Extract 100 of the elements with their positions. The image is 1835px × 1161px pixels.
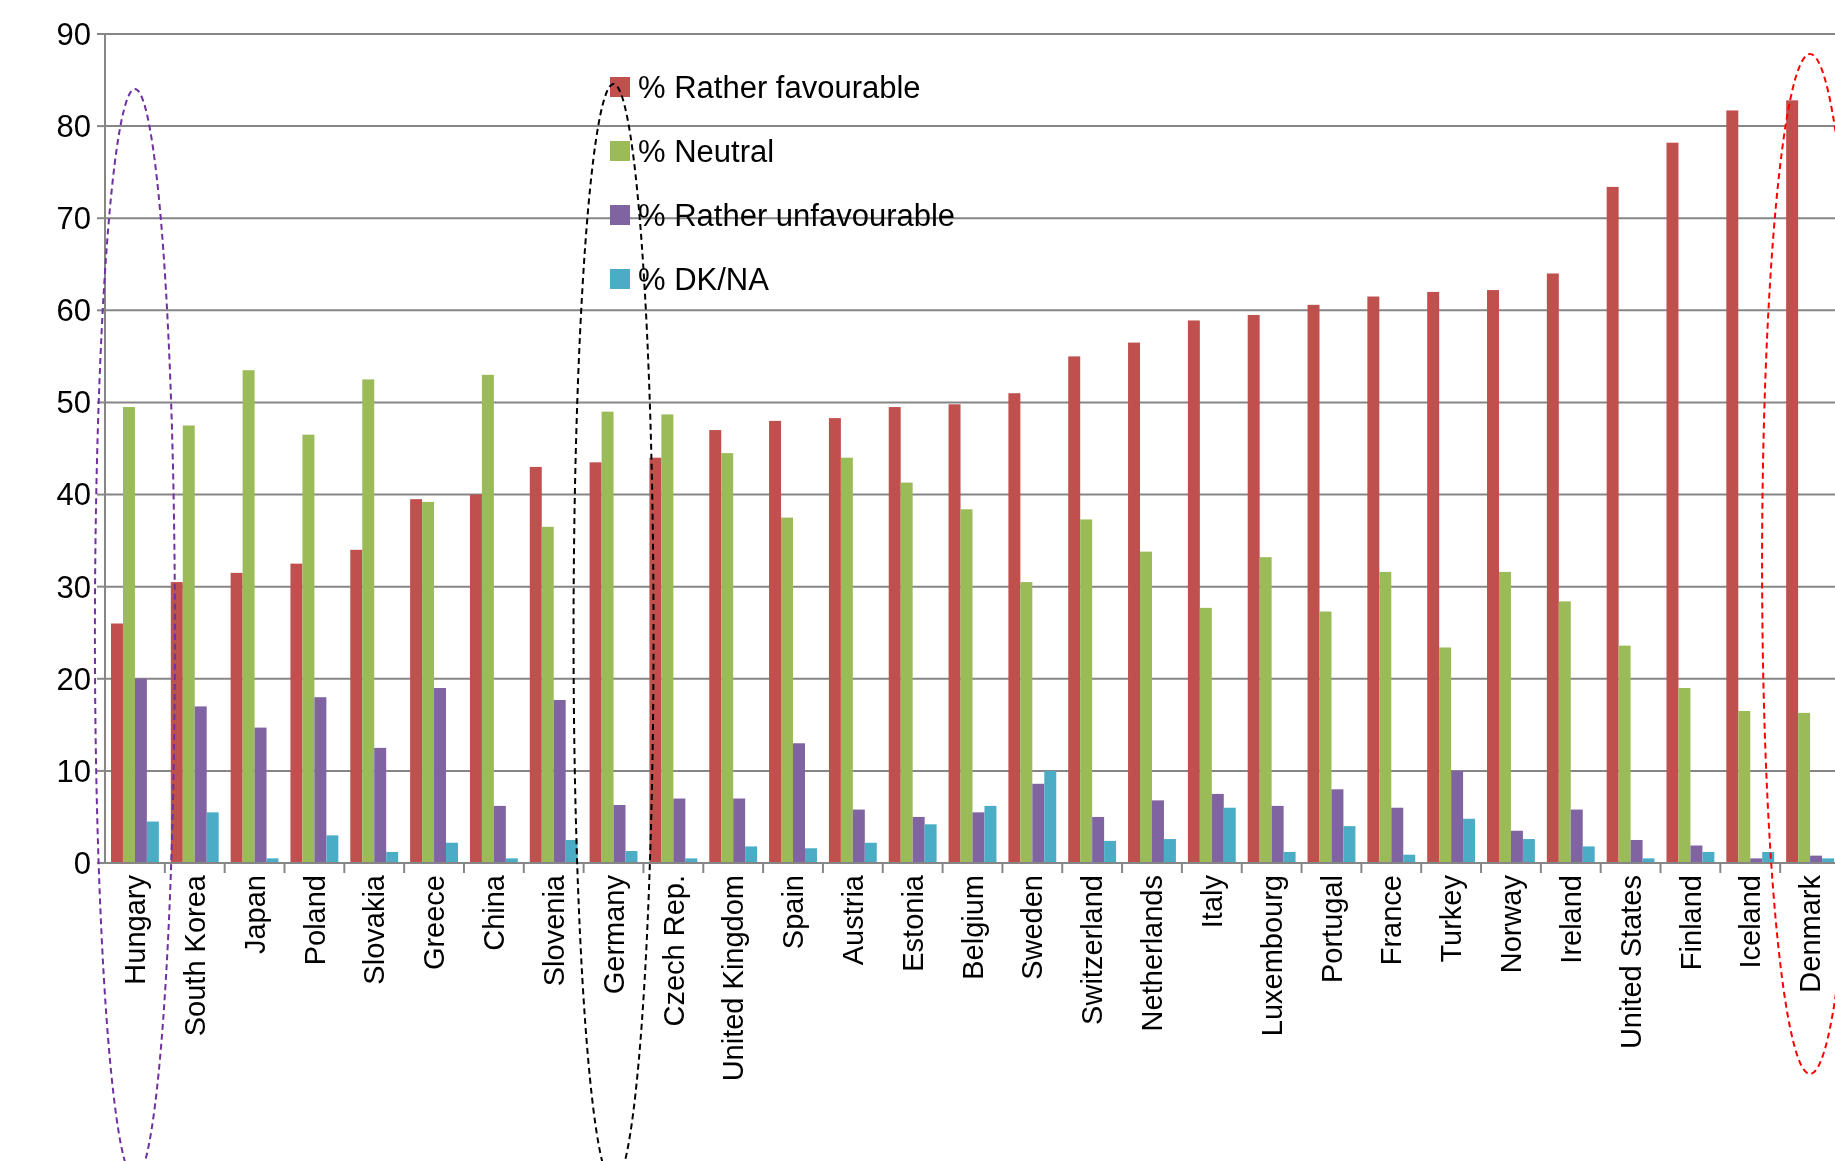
bar — [1798, 712, 1811, 863]
bar — [481, 374, 494, 863]
bar — [769, 420, 782, 863]
y-tick-label: 60 — [56, 293, 91, 329]
x-tick-label: China — [478, 874, 511, 951]
bar — [290, 563, 303, 863]
x-tick-label: Slovakia — [358, 874, 391, 985]
x-tick-label: United States — [1614, 875, 1647, 1050]
bar — [422, 501, 435, 863]
y-tick-label: 70 — [56, 201, 91, 237]
bar — [864, 842, 877, 863]
bar — [1582, 846, 1595, 863]
bar — [840, 457, 853, 863]
bar — [1510, 830, 1523, 863]
bar — [493, 805, 506, 863]
bar — [1690, 845, 1703, 863]
y-tick-label: 40 — [56, 477, 91, 513]
legend-label: % Rather favourable — [638, 69, 921, 105]
bar — [1498, 571, 1511, 863]
bar — [721, 453, 734, 863]
x-tick-label: Denmark — [1794, 874, 1827, 993]
bar — [1032, 783, 1045, 863]
bar — [469, 494, 482, 863]
bar — [350, 549, 363, 863]
bar — [182, 425, 195, 863]
bar — [1367, 296, 1380, 863]
x-tick-label: Estonia — [896, 874, 929, 972]
bar — [1211, 793, 1224, 863]
x-tick-label: Netherlands — [1136, 875, 1169, 1032]
y-tick-label: 0 — [73, 845, 91, 881]
bar — [912, 816, 925, 863]
x-tick-label: Greece — [418, 875, 451, 971]
bar — [206, 812, 219, 863]
bar — [1630, 839, 1643, 863]
legend-label: % Neutral — [638, 133, 775, 169]
bar — [972, 812, 985, 863]
bar — [1487, 290, 1499, 863]
bar — [601, 411, 614, 863]
bar — [793, 743, 805, 863]
bar — [1427, 291, 1440, 863]
bar — [314, 697, 327, 863]
bar — [960, 509, 973, 863]
x-tick-label: Portugal — [1315, 875, 1348, 984]
bar — [589, 462, 602, 863]
bar — [434, 687, 447, 863]
y-tick-label: 90 — [56, 16, 91, 52]
bar — [410, 499, 423, 863]
bar — [661, 414, 674, 863]
bar — [888, 407, 901, 863]
bar — [1570, 809, 1583, 863]
bar — [1223, 807, 1236, 863]
bar — [1379, 571, 1392, 863]
bar — [254, 727, 267, 863]
bar — [613, 804, 626, 863]
bar — [1606, 186, 1619, 863]
bar — [1331, 789, 1344, 863]
bar — [529, 466, 542, 863]
bar — [1678, 687, 1691, 863]
legend-label: % DK/NA — [638, 261, 770, 297]
bar — [1439, 647, 1452, 863]
bar — [302, 434, 315, 863]
y-tick-label: 50 — [56, 385, 91, 421]
bar — [1319, 611, 1332, 863]
bar — [242, 370, 255, 863]
bar — [781, 517, 794, 863]
bar — [553, 699, 566, 863]
bar — [1726, 110, 1739, 863]
bar — [1151, 800, 1164, 863]
bar — [1068, 356, 1081, 863]
bar — [230, 572, 243, 863]
legend-label: % Rather unfavourable — [638, 197, 956, 233]
bar — [110, 623, 123, 863]
bar — [804, 848, 817, 863]
bar — [1546, 273, 1559, 863]
bar — [326, 835, 339, 863]
bar — [1391, 807, 1404, 863]
bar — [745, 846, 758, 863]
bar — [1092, 816, 1105, 863]
bar — [984, 805, 997, 863]
x-tick-label: Luxembourg — [1255, 875, 1288, 1037]
bar — [1463, 818, 1476, 863]
bar — [362, 379, 375, 863]
y-tick-label: 10 — [56, 753, 91, 789]
bar — [1259, 557, 1272, 863]
bar — [900, 482, 913, 863]
bar — [1187, 320, 1200, 863]
bar — [374, 747, 387, 863]
bar — [1044, 770, 1057, 863]
bar — [446, 842, 458, 863]
bar — [1307, 304, 1320, 863]
bar — [1199, 607, 1212, 863]
x-tick-label: Iceland — [1734, 875, 1767, 969]
bar — [1558, 601, 1571, 863]
x-tick-label: Sweden — [1016, 875, 1049, 980]
x-tick-label: Spain — [777, 875, 810, 950]
bar — [1666, 142, 1679, 863]
y-tick-label: 20 — [56, 661, 91, 697]
x-tick-label: United Kingdom — [717, 875, 750, 1082]
x-tick-label: Japan — [238, 875, 271, 955]
bar — [1343, 826, 1356, 863]
